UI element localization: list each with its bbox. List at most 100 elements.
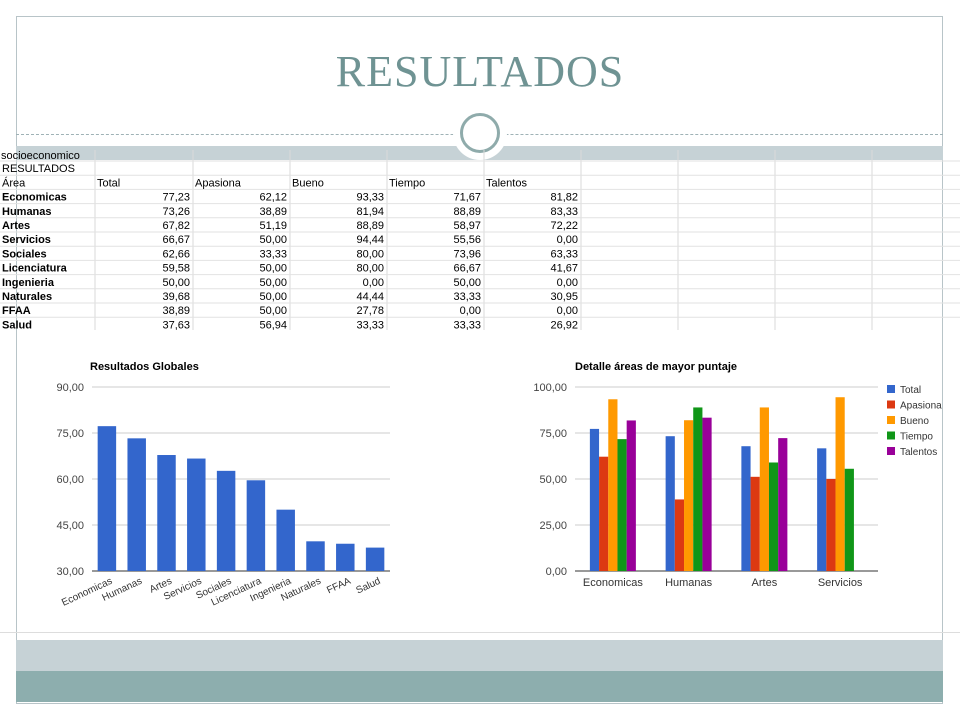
bar-talentos: [702, 417, 712, 571]
sheet-area-cell: Servicios: [2, 234, 51, 246]
footer-band-light: [16, 640, 943, 671]
sheet-value-cell: 80,00: [356, 248, 384, 260]
sheet-value-cell: 50,00: [453, 277, 481, 289]
charts-area: Resultados Globales 30,00 45,00 60,00 75,00 9…: [56, 361, 942, 609]
bar: [246, 480, 266, 571]
bar: [157, 455, 176, 571]
sheet-value-cell: 41,67: [550, 263, 578, 275]
sheet-area-cell: Salud: [2, 319, 32, 330]
legend-swatch: [887, 447, 895, 455]
bar-tiempo: [617, 439, 627, 571]
bar-talentos: [778, 438, 788, 571]
slide-title: RESULTADOS: [335, 47, 625, 96]
sheet-header-cell: Tiempo: [389, 177, 425, 189]
y-tick-label: 75,00: [56, 428, 84, 440]
bar-apasiona: [599, 456, 609, 571]
bar: [97, 426, 117, 571]
sheet-value-cell: 30,95: [550, 291, 578, 303]
bar: [127, 438, 146, 571]
sheet-value-cell: 33,33: [259, 248, 287, 260]
sheet-value-cell: 72,22: [550, 220, 578, 232]
sheet-value-cell: 93,33: [356, 192, 384, 204]
bar-bueno: [684, 420, 694, 571]
y-tick-label: 0,00: [546, 566, 567, 578]
sheet-value-cell: 81,82: [550, 192, 578, 204]
sheet-value-cell: 81,94: [356, 206, 384, 218]
y-tick-label: 75,00: [539, 428, 567, 440]
y-tick-label: 90,00: [56, 382, 84, 394]
bar-tiempo: [844, 468, 854, 571]
sheet-value-cell: 71,67: [453, 192, 481, 204]
sheet-area-cell: Economicas: [2, 192, 67, 204]
sheet-value-cell: 33,33: [356, 319, 384, 330]
bar-talentos: [626, 420, 636, 571]
y-tick-label: 25,00: [539, 520, 567, 532]
sheet-value-cell: 58,97: [453, 220, 481, 232]
sheet-header-cell: Total: [97, 177, 120, 189]
y-tick-label: 60,00: [56, 474, 84, 486]
legend-swatch: [887, 400, 895, 409]
sheet-value-cell: 88,89: [453, 206, 481, 218]
slide-frame: [16, 16, 943, 704]
legend-swatch: [887, 416, 895, 424]
detalle-areas-chart: Detalle áreas de mayor puntaje 0,00 25,00 5…: [533, 361, 942, 589]
legend-swatch: [887, 385, 895, 393]
sheet-header-cell: Área: [2, 176, 26, 189]
sheet-value-cell: 56,94: [259, 319, 287, 330]
sheet-area-cell: Artes: [2, 220, 30, 232]
sheet-value-cell: 0,00: [557, 305, 578, 317]
bar: [276, 509, 295, 571]
footer-band-dark: [16, 671, 943, 702]
sheet-value-cell: 88,89: [356, 220, 384, 232]
sheet-value-cell: 94,44: [356, 234, 384, 246]
sheet-value-cell: 67,82: [162, 220, 190, 232]
bar: [187, 458, 206, 571]
sheet-header-cell: Apasiona: [195, 177, 242, 189]
x-tick-label: Economicas: [583, 577, 643, 589]
sheet-value-cell: 50,00: [162, 277, 190, 289]
x-tick-label: Servicios: [818, 577, 863, 589]
sheet-cut-row: socioeconomico: [1, 150, 80, 162]
sheet-area-cell: FFAA: [2, 305, 31, 317]
legend-label: Total: [900, 385, 921, 396]
sheet-value-cell: 37,63: [162, 319, 190, 330]
sheet-value-cell: 50,00: [259, 277, 287, 289]
x-tick-label: Humanas: [665, 577, 713, 589]
sheet-header-cell: Talentos: [486, 177, 527, 189]
sheet-value-cell: 0,00: [557, 277, 578, 289]
sheet-value-cell: 66,67: [453, 263, 481, 275]
sheet-value-cell: 51,19: [259, 220, 287, 232]
chart-title: Resultados Globales: [90, 361, 199, 373]
bar: [365, 547, 385, 571]
sheet-value-cell: 59,58: [162, 263, 190, 275]
sheet-area-cell: Ingenieria: [2, 277, 55, 289]
sheet-value-cell: 0,00: [363, 277, 384, 289]
y-tick-label: 30,00: [56, 566, 84, 578]
sheet-area-cell: Sociales: [2, 248, 47, 260]
sheet-header-cell: Bueno: [292, 177, 324, 189]
sheet-value-cell: 38,89: [162, 305, 190, 317]
bar-apasiona: [826, 479, 836, 571]
y-tick-label: 100,00: [533, 382, 567, 394]
sheet-value-cell: 62,12: [259, 192, 287, 204]
legend-label: Apasiona: [900, 401, 942, 412]
sheet-value-cell: 50,00: [259, 263, 287, 275]
y-tick-label: 45,00: [56, 520, 84, 532]
sheet-value-cell: 50,00: [259, 291, 287, 303]
bar: [306, 541, 325, 571]
legend-label: Talentos: [900, 447, 937, 458]
x-tick-label: Artes: [752, 577, 778, 589]
legend-swatch: [887, 431, 895, 440]
bar-total: [665, 436, 675, 571]
sheet-value-cell: 0,00: [557, 234, 578, 246]
sheet-value-cell: 33,33: [453, 291, 481, 303]
legend-label: Bueno: [900, 416, 929, 427]
sheet-value-cell: 55,56: [453, 234, 481, 246]
bar-tiempo: [693, 407, 703, 571]
bar-total: [741, 446, 751, 571]
sheet-section-label: RESULTADOS: [2, 163, 75, 175]
sheet-value-cell: 62,66: [162, 248, 190, 260]
sheet-value-cell: 73,96: [453, 248, 481, 260]
sheet-area-cell: Licenciatura: [2, 263, 68, 275]
